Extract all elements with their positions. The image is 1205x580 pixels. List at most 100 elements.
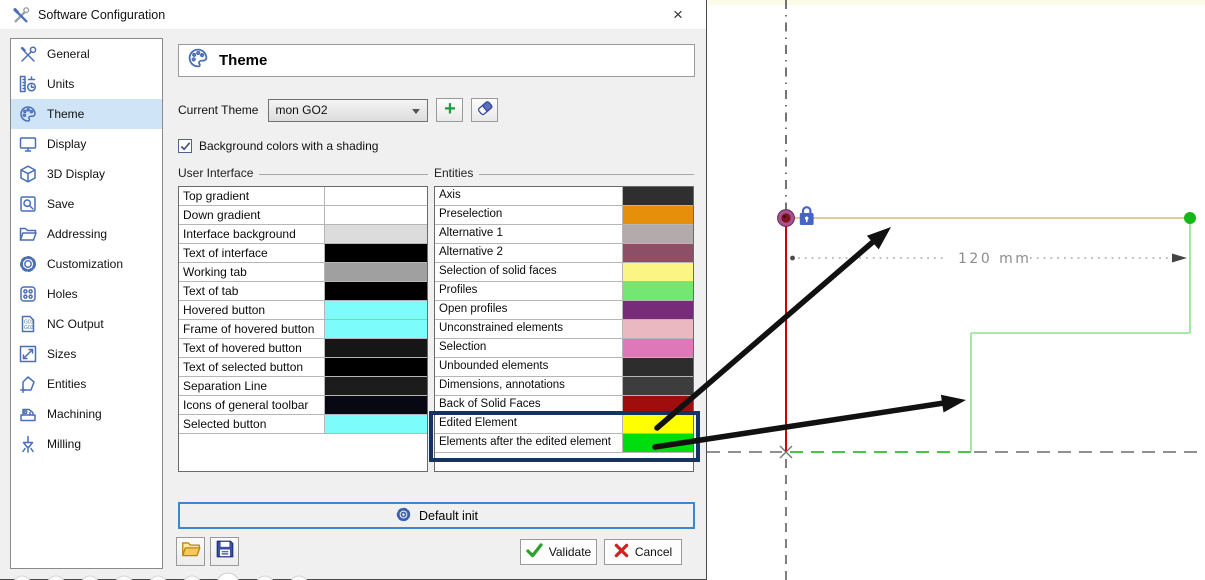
color-swatch[interactable] xyxy=(623,206,693,224)
color-row[interactable]: Open profiles xyxy=(435,301,693,320)
dialog-titlebar[interactable]: Software Configuration × xyxy=(0,0,706,30)
color-swatch[interactable] xyxy=(623,244,693,262)
color-row[interactable]: Hovered button xyxy=(179,301,427,320)
sidebar-item-machining[interactable]: Machining xyxy=(11,399,162,429)
color-row[interactable]: Alternative 1 xyxy=(435,225,693,244)
color-swatch[interactable] xyxy=(325,339,427,357)
color-swatch[interactable] xyxy=(623,434,693,452)
add-theme-button[interactable]: + xyxy=(436,98,464,122)
color-swatch[interactable] xyxy=(623,320,693,338)
current-theme-select[interactable]: mon GO2 xyxy=(268,98,429,122)
color-row[interactable]: Text of selected button xyxy=(179,358,427,377)
save-theme-file-button[interactable] xyxy=(210,537,239,566)
color-row[interactable]: Top gradient xyxy=(179,187,427,206)
color-row[interactable]: Down gradient xyxy=(179,206,427,225)
sidebar-item-units[interactable]: Units xyxy=(11,69,162,99)
color-row[interactable]: Unbounded elements xyxy=(435,358,693,377)
holes-plate-icon xyxy=(16,283,40,305)
color-row[interactable]: Working tab xyxy=(179,263,427,282)
sidebar-item-3d-display[interactable]: 3D Display xyxy=(11,159,162,189)
color-swatch[interactable] xyxy=(325,244,427,262)
color-swatch[interactable] xyxy=(325,320,427,338)
group-title: Entities xyxy=(434,166,474,180)
color-row-label: Selection xyxy=(435,339,623,357)
color-swatch[interactable] xyxy=(325,225,427,243)
settings-category-list: General Units Theme Display 3D Display xyxy=(10,38,163,569)
color-row[interactable]: Elements after the edited element xyxy=(435,434,693,453)
color-row-label: Back of Solid Faces xyxy=(435,396,623,414)
color-swatch[interactable] xyxy=(325,206,427,224)
color-row[interactable]: Preselection xyxy=(435,206,693,225)
color-swatch[interactable] xyxy=(623,396,693,414)
color-swatch[interactable] xyxy=(623,225,693,243)
delete-theme-button[interactable] xyxy=(471,98,499,122)
color-swatch[interactable] xyxy=(325,187,427,205)
color-swatch[interactable] xyxy=(325,396,427,414)
color-swatch[interactable] xyxy=(623,301,693,319)
color-row-label: Selected button xyxy=(179,415,325,433)
sidebar-item-label: Entities xyxy=(47,377,87,391)
sidebar-item-milling[interactable]: Milling xyxy=(11,429,162,459)
color-row[interactable]: Profiles xyxy=(435,282,693,301)
color-row-label: Interface background xyxy=(179,225,325,243)
color-swatch[interactable] xyxy=(623,358,693,376)
color-swatch[interactable] xyxy=(623,415,693,433)
color-row[interactable]: Edited Element xyxy=(435,415,693,434)
cancel-button[interactable]: Cancel xyxy=(604,539,682,565)
color-row[interactable]: Text of interface xyxy=(179,244,427,263)
gcode-document-icon: G01 G02 xyxy=(16,313,40,335)
color-swatch[interactable] xyxy=(623,263,693,281)
color-row[interactable]: Axis xyxy=(435,187,693,206)
sidebar-item-general[interactable]: General xyxy=(11,39,162,69)
sidebar-item-sizes[interactable]: Sizes xyxy=(11,339,162,369)
color-row[interactable]: Icons of general toolbar xyxy=(179,396,427,415)
group-title: User Interface xyxy=(178,166,254,180)
gear-icon xyxy=(16,253,40,275)
color-swatch[interactable] xyxy=(623,377,693,395)
color-row[interactable]: Separation Line xyxy=(179,377,427,396)
color-swatch[interactable] xyxy=(325,301,427,319)
color-row[interactable]: Frame of hovered button xyxy=(179,320,427,339)
sidebar-item-holes[interactable]: Holes xyxy=(11,279,162,309)
sidebar-item-nc-output[interactable]: G01 G02 NC Output xyxy=(11,309,162,339)
color-swatch[interactable] xyxy=(325,377,427,395)
cad-viewport[interactable] xyxy=(707,0,1205,580)
close-icon[interactable]: × xyxy=(673,5,683,24)
color-row[interactable]: Selection xyxy=(435,339,693,358)
color-swatch[interactable] xyxy=(325,415,427,433)
color-row[interactable]: Back of Solid Faces xyxy=(435,396,693,415)
color-swatch[interactable] xyxy=(325,358,427,376)
sidebar-item-addressing[interactable]: Addressing xyxy=(11,219,162,249)
cube-icon xyxy=(16,163,40,185)
palette-icon xyxy=(186,46,210,75)
default-init-button[interactable]: Default init xyxy=(178,502,695,529)
color-row[interactable]: Text of hovered button xyxy=(179,339,427,358)
monitor-icon xyxy=(16,133,40,155)
sidebar-item-save[interactable]: Save xyxy=(11,189,162,219)
color-row[interactable]: Selection of solid faces xyxy=(435,263,693,282)
shading-checkbox[interactable] xyxy=(178,139,192,153)
color-row[interactable]: Text of tab xyxy=(179,282,427,301)
plus-icon: + xyxy=(444,98,456,120)
color-row[interactable]: Interface background xyxy=(179,225,427,244)
sidebar-item-entities[interactable]: Entities xyxy=(11,369,162,399)
color-swatch[interactable] xyxy=(325,282,427,300)
color-swatch[interactable] xyxy=(623,187,693,205)
sidebar-item-customization[interactable]: Customization xyxy=(11,249,162,279)
color-row[interactable]: Unconstrained elements xyxy=(435,320,693,339)
color-swatch[interactable] xyxy=(325,263,427,281)
color-row[interactable]: Selected button xyxy=(179,415,427,434)
color-row-label: Elements after the edited element xyxy=(435,434,623,452)
color-row[interactable]: Dimensions, annotations xyxy=(435,377,693,396)
color-swatch[interactable] xyxy=(623,282,693,300)
sidebar-item-theme[interactable]: Theme xyxy=(11,99,162,129)
crossed-tools-icon xyxy=(12,6,30,24)
color-row-label: Selection of solid faces xyxy=(435,263,623,281)
divider xyxy=(479,173,694,175)
validate-button[interactable]: Validate xyxy=(520,539,597,565)
color-swatch[interactable] xyxy=(623,339,693,357)
open-folder-icon xyxy=(180,538,202,565)
open-theme-file-button[interactable] xyxy=(176,537,205,566)
sidebar-item-display[interactable]: Display xyxy=(11,129,162,159)
color-row[interactable]: Alternative 2 xyxy=(435,244,693,263)
